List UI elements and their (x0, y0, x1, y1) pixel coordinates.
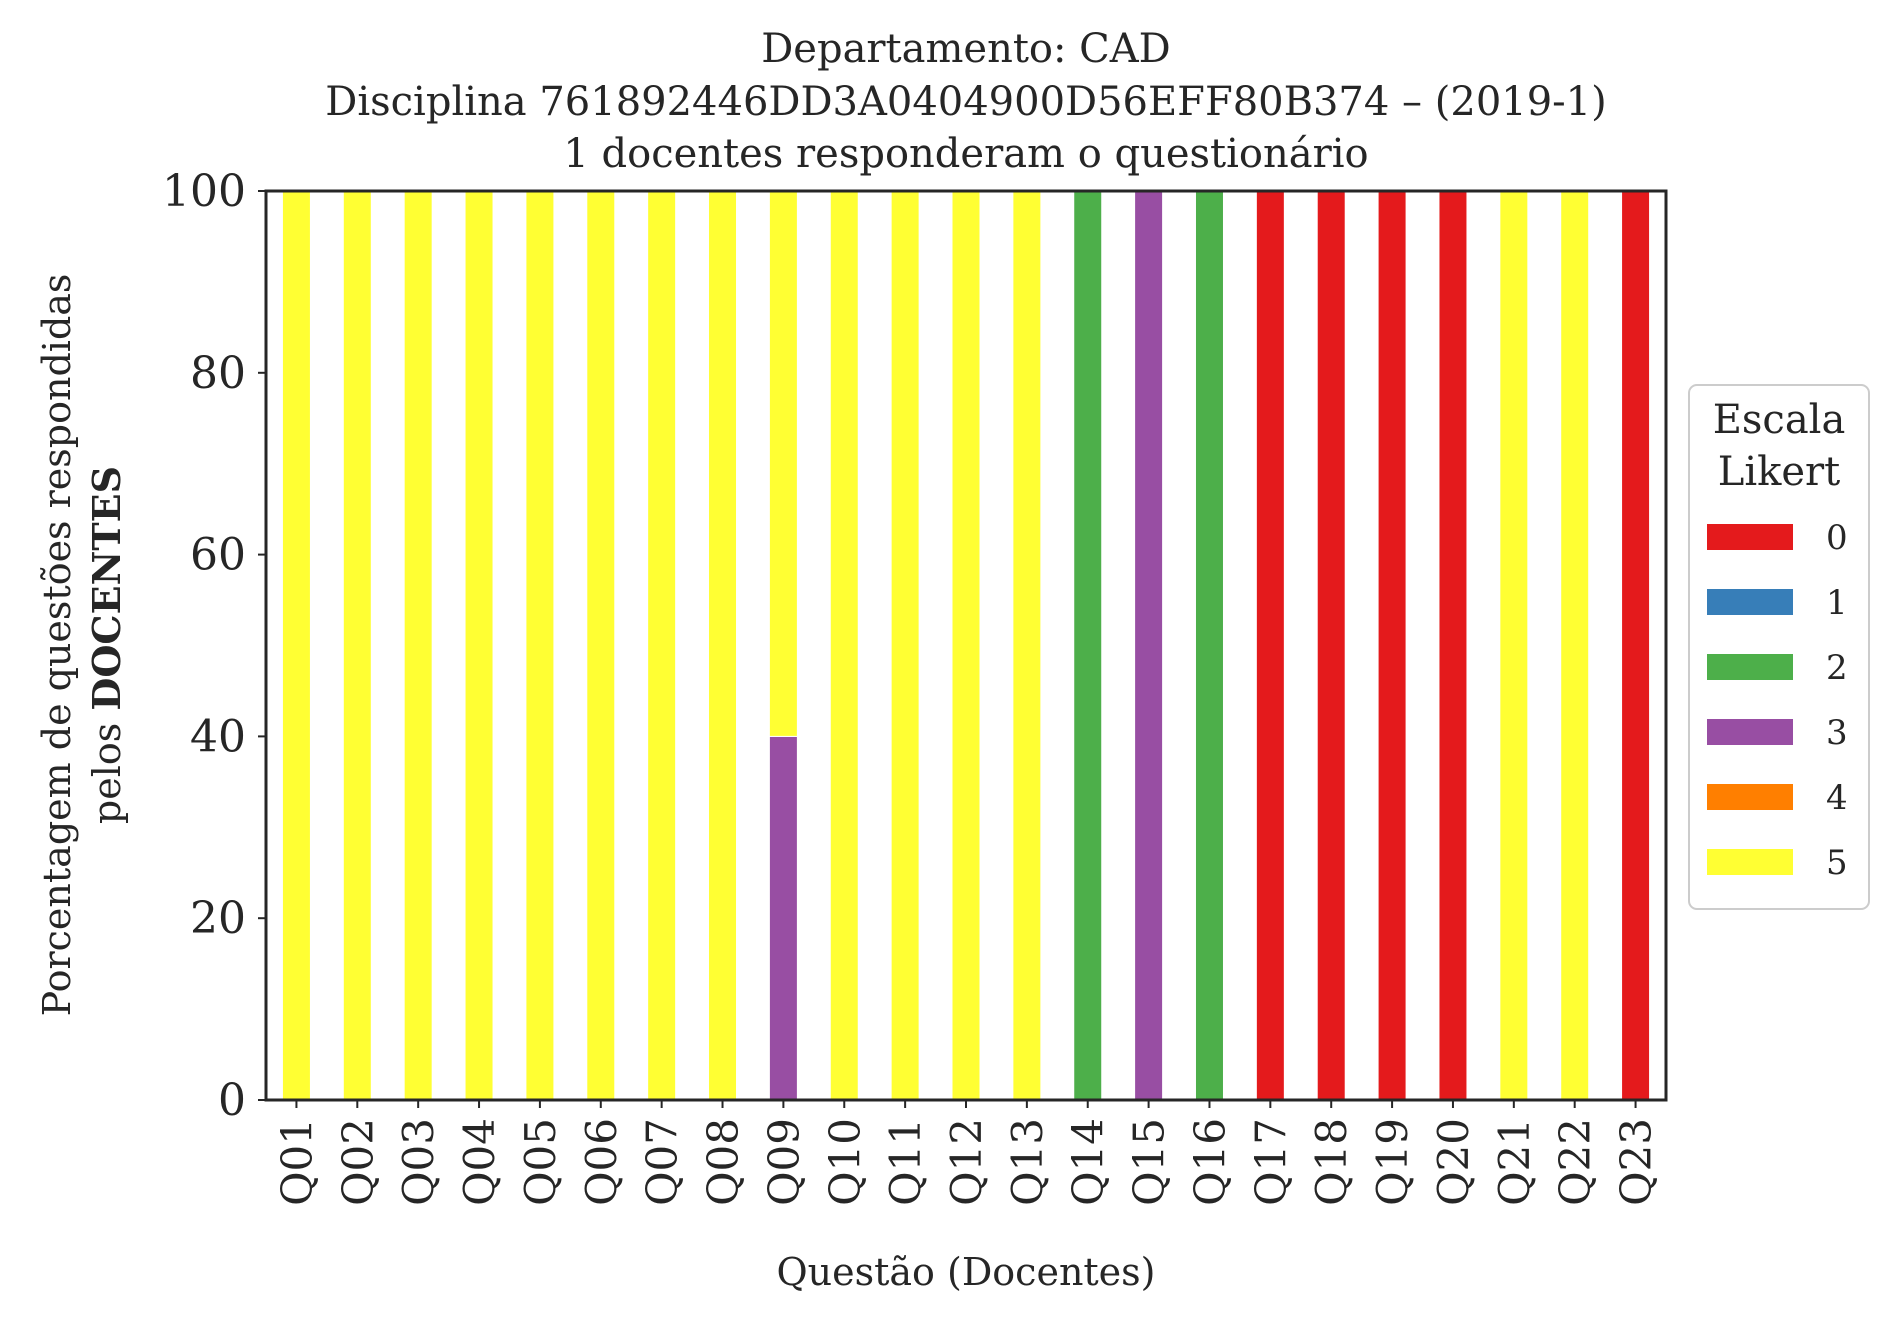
y-tick-label: 100 (162, 166, 246, 217)
legend-label-3: 3 (1826, 713, 1848, 753)
bars (281, 190, 1651, 1101)
legend-entries: 0 1 2 3 4 5 (1707, 518, 1848, 883)
y-tick-label: 0 (218, 1075, 246, 1126)
legend-swatch-5 (1707, 849, 1793, 875)
legend-label-0: 0 (1826, 518, 1848, 558)
legend-swatch-3 (1707, 719, 1793, 745)
legend: Escala Likert 0 1 2 3 4 5 (1688, 384, 1870, 910)
bar-q07-scale-5 (647, 190, 677, 1101)
x-tick-label: Q01 (272, 1118, 321, 1206)
x-tick-label: Q10 (820, 1118, 869, 1206)
legend-swatch-1 (1707, 589, 1793, 615)
chart-title: Departamento: CAD Disciplina 761892446DD… (325, 26, 1606, 177)
legend-label-2: 2 (1826, 648, 1848, 688)
x-axis-ticks: Q01 Q02 Q03 Q04 Q05 Q06 Q07 Q08 Q09 Q10 Q11 Q12 Q13 Q… (272, 1100, 1661, 1206)
x-tick-label: Q21 (1490, 1118, 1539, 1206)
bar-q12-scale-5 (951, 190, 981, 1101)
title-line-1: Departamento: CAD (761, 26, 1171, 72)
bar-q16-scale-2 (1194, 190, 1224, 1101)
x-tick-label: Q05 (516, 1118, 565, 1206)
y-axis-label-line-2: pelos DOCENTES (84, 466, 129, 824)
legend-label-4: 4 (1826, 778, 1848, 818)
x-tick-label: Q08 (699, 1118, 748, 1206)
y-axis-label: Porcentagem de questões respondidas pelo… (35, 274, 129, 1017)
x-tick-label: Q02 (333, 1118, 382, 1206)
bar-q15-scale-3 (1134, 190, 1164, 1101)
bar-q09-scale-5 (768, 190, 798, 737)
bar-q20-scale-0 (1438, 190, 1468, 1101)
bar-q14-scale-2 (1073, 190, 1103, 1101)
x-tick-label: Q07 (638, 1118, 687, 1206)
bar-q04-scale-5 (464, 190, 494, 1101)
y-axis-ticks: 0 20 40 60 80 100 (162, 166, 266, 1126)
bar-q01-scale-5 (281, 190, 311, 1101)
x-tick-label: Q09 (759, 1118, 808, 1206)
x-tick-label: Q14 (1064, 1118, 1113, 1206)
x-tick-label: Q16 (1185, 1118, 1234, 1206)
y-axis-label-line-1: Porcentagem de questões respondidas (35, 274, 79, 1017)
bar-q10-scale-5 (829, 190, 859, 1101)
y-axis-label-prefix: pelos (85, 711, 129, 824)
legend-swatch-0 (1707, 524, 1793, 550)
x-tick-label: Q13 (1003, 1118, 1052, 1206)
legend-title-line-1: Escala (1713, 397, 1846, 443)
y-tick-label: 40 (190, 711, 246, 762)
legend-label-5: 5 (1826, 843, 1848, 883)
bar-q08-scale-5 (708, 190, 738, 1101)
bar-q18-scale-0 (1316, 190, 1346, 1101)
title-line-3: 1 docentes responderam o questionário (563, 131, 1368, 177)
bar-q22-scale-5 (1560, 190, 1590, 1101)
x-tick-label: Q17 (1246, 1118, 1295, 1206)
y-tick-label: 20 (190, 893, 246, 944)
x-tick-label: Q12 (942, 1118, 991, 1206)
x-tick-label: Q18 (1307, 1118, 1356, 1206)
legend-swatch-4 (1707, 784, 1793, 810)
y-tick-label: 60 (190, 530, 246, 581)
legend-frame (1688, 384, 1870, 910)
bar-q23-scale-0 (1621, 190, 1651, 1101)
plot-frame (264, 189, 1668, 1102)
bar-q13-scale-5 (1012, 190, 1042, 1101)
x-tick-label: Q15 (1125, 1118, 1174, 1206)
x-tick-label: Q19 (1368, 1118, 1417, 1206)
bar-q02-scale-5 (342, 190, 372, 1101)
bar-q05-scale-5 (525, 190, 555, 1101)
x-tick-label: Q23 (1612, 1118, 1661, 1206)
x-tick-label: Q11 (881, 1118, 930, 1206)
bar-q11-scale-5 (890, 190, 920, 1101)
x-tick-label: Q20 (1429, 1118, 1478, 1206)
legend-label-1: 1 (1826, 583, 1848, 623)
x-tick-label: Q04 (455, 1118, 504, 1206)
bar-q21-scale-5 (1499, 190, 1529, 1101)
x-tick-label: Q06 (577, 1118, 626, 1206)
bar-q03-scale-5 (403, 190, 433, 1101)
x-tick-label: Q22 (1551, 1118, 1600, 1206)
bar-q06-scale-5 (586, 190, 616, 1101)
y-tick-label: 80 (190, 348, 246, 399)
x-axis-label: Questão (Docentes) (777, 1250, 1156, 1294)
legend-swatch-2 (1707, 654, 1793, 680)
x-tick-label: Q03 (394, 1118, 443, 1206)
bar-q17-scale-0 (1255, 190, 1285, 1101)
bar-q09-scale-3 (768, 735, 798, 1101)
y-axis-label-bold: DOCENTES (84, 466, 129, 711)
bar-q19-scale-0 (1377, 190, 1407, 1101)
title-line-2: Disciplina 761892446DD3A0404900D56EFF80B… (325, 79, 1606, 125)
legend-title-line-2: Likert (1718, 449, 1840, 495)
